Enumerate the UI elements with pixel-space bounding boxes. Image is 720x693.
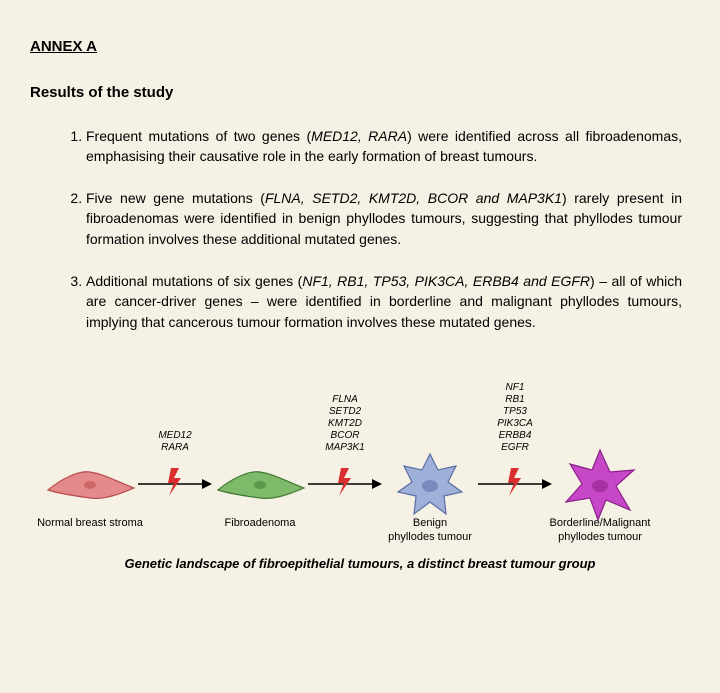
item-text-pre: Additional mutations of six genes ( <box>86 273 302 289</box>
svg-text:KMT2D: KMT2D <box>328 418 362 429</box>
svg-text:ERBB4: ERBB4 <box>499 430 532 441</box>
item-genes: MED12, RARA <box>311 128 407 144</box>
svg-text:NF1: NF1 <box>506 382 525 393</box>
svg-text:Borderline/Malignant: Borderline/Malignant <box>550 517 651 529</box>
svg-text:EGFR: EGFR <box>501 442 529 453</box>
svg-text:BCOR: BCOR <box>331 430 360 441</box>
list-item: Frequent mutations of two genes (MED12, … <box>86 126 682 167</box>
svg-text:MAP3K1: MAP3K1 <box>325 442 364 453</box>
item-text-pre: Five new gene mutations ( <box>86 190 265 206</box>
svg-text:RARA: RARA <box>161 442 189 453</box>
svg-text:Fibroadenoma: Fibroadenoma <box>225 517 297 529</box>
svg-text:TP53: TP53 <box>503 406 527 417</box>
item-text-pre: Frequent mutations of two genes ( <box>86 128 311 144</box>
list-item: Additional mutations of six genes (NF1, … <box>86 271 682 332</box>
svg-text:Benign: Benign <box>413 517 447 529</box>
diagram-caption: Genetic landscape of fibroepithelial tum… <box>30 555 690 574</box>
results-list: Frequent mutations of two genes (MED12, … <box>30 126 690 332</box>
item-genes: NF1, RB1, TP53, PIK3CA, ERBB4 and EGFR <box>302 273 590 289</box>
svg-text:FLNA: FLNA <box>332 394 358 405</box>
svg-text:phyllodes tumour: phyllodes tumour <box>388 531 472 543</box>
svg-text:MED12: MED12 <box>158 430 192 441</box>
svg-text:phyllodes tumour: phyllodes tumour <box>558 531 642 543</box>
item-genes: FLNA, SETD2, KMT2D, BCOR and MAP3K1 <box>265 190 562 206</box>
svg-text:Normal breast stroma: Normal breast stroma <box>37 517 144 529</box>
svg-text:PIK3CA: PIK3CA <box>497 418 533 429</box>
annex-heading: ANNEX A <box>30 36 690 58</box>
svg-text:RB1: RB1 <box>505 394 524 405</box>
list-item: Five new gene mutations (FLNA, SETD2, KM… <box>86 188 682 249</box>
progression-diagram: Normal breast stroma Fibroadenoma Benign ph… <box>30 364 690 544</box>
svg-text:SETD2: SETD2 <box>329 406 362 417</box>
subtitle: Results of the study <box>30 82 690 104</box>
